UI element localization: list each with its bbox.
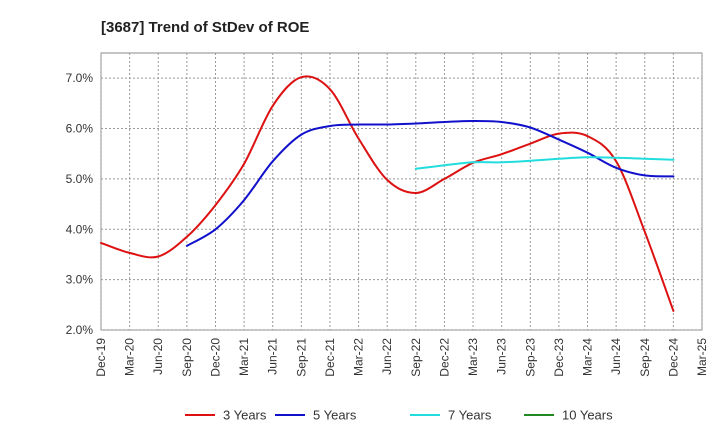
legend: 3 Years 5 Years 7 Years 10 Years — [185, 408, 613, 423]
x-tick-label: Jun-22 — [380, 338, 394, 375]
x-tick-label: Dec-20 — [208, 338, 222, 377]
legend-label: 5 Years — [313, 408, 357, 423]
x-tick-label: Dec-23 — [552, 338, 566, 377]
x-tick-label: Mar-22 — [352, 338, 366, 376]
x-tick-label: Mar-20 — [123, 338, 137, 376]
gridlines — [100, 53, 703, 331]
x-tick-label: Mar-23 — [466, 338, 480, 376]
x-tick-label: Jun-20 — [151, 338, 165, 375]
x-tick-label: Sep-24 — [638, 338, 652, 377]
x-tick-label: Jun-21 — [266, 338, 280, 375]
y-tick-label: 6.0% — [66, 122, 94, 136]
x-axis: Dec-19 Mar-20 Jun-20 Sep-20 Dec-20 Mar-21 Jun-… — [94, 338, 709, 377]
y-tick-label: 2.0% — [66, 323, 94, 337]
legend-label: 7 Years — [448, 408, 492, 423]
x-tick-label: Dec-22 — [437, 338, 451, 377]
x-tick-label: Jun-24 — [609, 338, 623, 375]
x-tick-label: Dec-24 — [666, 338, 680, 377]
y-axis: 2.0% 3.0% 4.0% 5.0% 6.0% 7.0% — [66, 71, 94, 337]
y-tick-label: 3.0% — [66, 273, 94, 287]
series-line-3-years — [100, 75, 675, 312]
y-tick-label: 5.0% — [66, 172, 94, 186]
x-tick-label: Jun-23 — [495, 338, 509, 375]
y-tick-label: 4.0% — [66, 222, 94, 236]
x-tick-label: Mar-25 — [695, 338, 709, 376]
x-tick-label: Sep-21 — [294, 338, 308, 377]
x-tick-label: Mar-21 — [237, 338, 251, 376]
series-lines — [100, 75, 675, 312]
x-tick-label: Sep-23 — [523, 338, 537, 377]
x-tick-label: Dec-21 — [323, 338, 337, 377]
legend-label: 3 Years — [223, 408, 267, 423]
plot-area — [100, 52, 703, 331]
x-tick-label: Sep-22 — [409, 338, 423, 377]
chart-title: [3687] Trend of StDev of ROE — [101, 19, 309, 36]
series-line-7-years — [414, 156, 675, 170]
y-tick-label: 7.0% — [66, 71, 94, 85]
series-line-5-years — [185, 119, 675, 247]
x-tick-label: Mar-24 — [581, 338, 595, 376]
legend-label: 10 Years — [562, 408, 613, 423]
x-tick-label: Sep-20 — [180, 338, 194, 377]
x-tick-label: Dec-19 — [94, 338, 108, 377]
